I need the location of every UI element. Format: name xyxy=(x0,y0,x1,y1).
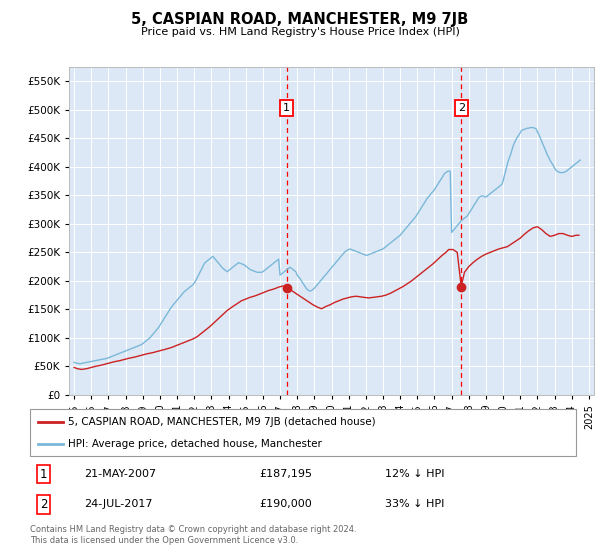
Text: Price paid vs. HM Land Registry's House Price Index (HPI): Price paid vs. HM Land Registry's House … xyxy=(140,27,460,37)
Text: £187,195: £187,195 xyxy=(259,469,313,479)
FancyBboxPatch shape xyxy=(30,409,576,456)
Text: 1: 1 xyxy=(40,468,47,480)
Text: 5, CASPIAN ROAD, MANCHESTER, M9 7JB (detached house): 5, CASPIAN ROAD, MANCHESTER, M9 7JB (det… xyxy=(68,417,376,427)
Text: 24-JUL-2017: 24-JUL-2017 xyxy=(85,500,153,509)
Text: £190,000: £190,000 xyxy=(259,500,312,509)
Text: 2: 2 xyxy=(40,498,47,511)
Text: 2: 2 xyxy=(458,103,465,113)
Text: 12% ↓ HPI: 12% ↓ HPI xyxy=(385,469,445,479)
Text: 5, CASPIAN ROAD, MANCHESTER, M9 7JB: 5, CASPIAN ROAD, MANCHESTER, M9 7JB xyxy=(131,12,469,27)
Text: 1: 1 xyxy=(283,103,290,113)
Text: Contains HM Land Registry data © Crown copyright and database right 2024.
This d: Contains HM Land Registry data © Crown c… xyxy=(30,525,356,545)
Text: 21-MAY-2007: 21-MAY-2007 xyxy=(85,469,157,479)
Text: HPI: Average price, detached house, Manchester: HPI: Average price, detached house, Manc… xyxy=(68,438,322,449)
Text: 33% ↓ HPI: 33% ↓ HPI xyxy=(385,500,444,509)
